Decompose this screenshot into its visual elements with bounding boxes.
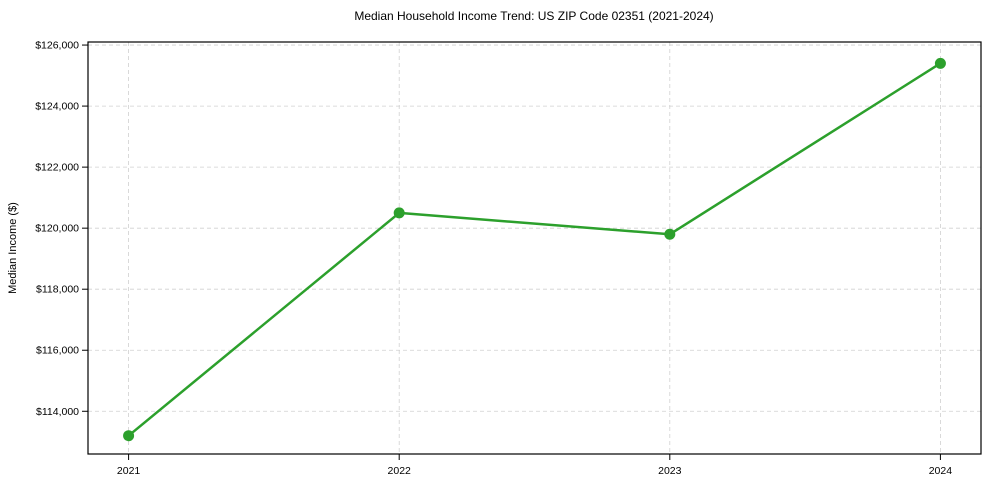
- x-tick-label: 2024: [929, 465, 953, 477]
- plot-frame: [87, 41, 982, 455]
- series-layer: [123, 57, 946, 442]
- x-tick-label: 2023: [658, 465, 682, 477]
- y-tick-label: $114,000: [36, 406, 79, 418]
- plot-border: [87, 41, 982, 455]
- x-tick-label: 2022: [388, 465, 412, 477]
- x-tick-label: 2021: [117, 465, 141, 477]
- data-point-marker: [393, 207, 405, 219]
- data-point-marker: [934, 57, 946, 69]
- grid-layer: [88, 42, 981, 454]
- chart-title: Median Household Income Trend: US ZIP Co…: [354, 9, 713, 23]
- y-axis-label: Median Income ($): [7, 202, 19, 294]
- y-tick-label: $122,000: [35, 162, 79, 174]
- y-tick-label: $126,000: [35, 40, 79, 52]
- data-point-marker: [123, 430, 135, 442]
- y-tick-label: $118,000: [36, 284, 79, 296]
- data-point-marker: [664, 228, 676, 240]
- trend-line: [127, 62, 942, 437]
- y-tick-label: $116,000: [36, 345, 79, 357]
- y-tick-label: $120,000: [35, 223, 79, 235]
- y-tick-label: $124,000: [35, 101, 79, 113]
- tick-layer: $114,000 $116,000 $118,000 $120,000 $122,000…: [35, 40, 952, 477]
